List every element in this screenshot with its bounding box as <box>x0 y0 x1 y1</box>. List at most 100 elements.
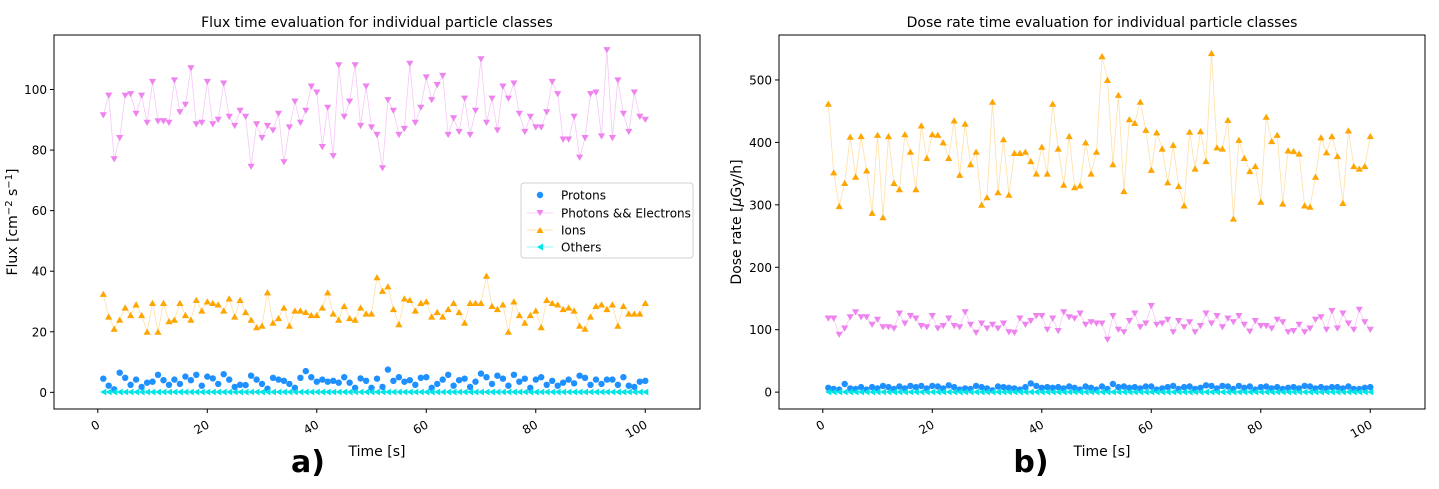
dose-point-ions <box>1240 154 1248 161</box>
flux-point-protons <box>384 366 392 373</box>
flux-point-others <box>510 388 517 396</box>
dose-point-protons <box>934 383 941 390</box>
dose-point-ions <box>1164 179 1172 186</box>
dose-point-others <box>836 388 843 396</box>
dose-point-ions <box>1038 143 1046 150</box>
dose-point-ions <box>1092 148 1101 155</box>
flux-point-photons-electrons <box>291 98 299 105</box>
dose-point-photons-electrons <box>917 323 925 330</box>
flux-point-photons-electrons <box>395 131 403 139</box>
flux-point-ions <box>132 301 140 308</box>
dose-point-photons-electrons <box>1147 303 1155 310</box>
flux-point-photons-electrons <box>318 144 326 151</box>
flux-point-others <box>258 388 265 396</box>
flux-point-others <box>368 388 375 396</box>
flux-point-others <box>324 388 331 396</box>
flux-point-protons <box>412 381 419 388</box>
dose-point-ions <box>1071 184 1079 191</box>
dose-point-others <box>1016 388 1023 396</box>
flux-point-others <box>231 388 238 396</box>
dose-point-photons-electrons <box>1191 329 1199 336</box>
dose-line-ions <box>827 53 1371 219</box>
flux-point-protons <box>505 382 512 389</box>
dose-point-photons-electrons <box>1092 320 1101 327</box>
flux-point-ions <box>121 304 129 311</box>
dose-point-photons-electrons <box>1098 320 1106 327</box>
flux-point-protons <box>461 375 468 382</box>
flux-point-ions <box>138 311 146 319</box>
flux-point-protons <box>603 376 611 383</box>
dose-point-others <box>1208 388 1215 396</box>
dose-point-protons <box>1098 383 1106 390</box>
flux-point-protons <box>132 376 140 383</box>
dose-point-photons-electrons <box>978 320 986 327</box>
dose-point-photons-electrons <box>1049 315 1057 322</box>
flux-point-photons-electrons <box>143 119 151 126</box>
dose-point-photons-electrons <box>1153 321 1161 328</box>
dose-point-ions <box>857 132 865 140</box>
flux-point-photons-electrons <box>471 107 480 114</box>
dose-point-photons-electrons <box>852 309 860 316</box>
dose-point-photons-electrons <box>1355 306 1363 313</box>
dose-point-protons <box>1066 383 1073 390</box>
dose-chart-title: Dose rate time evaluation for individual… <box>907 15 1298 31</box>
flux-point-photons-electrons <box>203 78 211 86</box>
flux-point-photons-electrons <box>488 95 496 102</box>
flux-point-protons <box>390 377 397 384</box>
flux-point-protons <box>335 379 342 386</box>
flux-point-others <box>215 388 222 396</box>
dose-point-others <box>825 388 832 396</box>
dose-point-photons-electrons <box>1273 316 1281 323</box>
dose-point-others <box>1186 388 1193 396</box>
flux-point-ions <box>198 307 206 314</box>
dose-point-others <box>1191 388 1199 396</box>
dose-point-photons-electrons <box>895 310 903 317</box>
flux-point-protons <box>631 383 638 391</box>
flux-point-photons-electrons <box>231 122 239 130</box>
flux-point-ions <box>641 299 649 306</box>
dose-point-others <box>1301 388 1308 396</box>
flux-chart: Flux time evaluation for individual part… <box>4 15 701 480</box>
dose-point-protons <box>1257 383 1265 391</box>
flux-point-photons-electrons <box>313 89 321 96</box>
flux-point-ions <box>565 304 573 311</box>
dose-point-ions <box>945 154 953 161</box>
dose-point-others <box>1279 388 1286 396</box>
flux-point-protons <box>450 382 457 389</box>
flux-point-ions <box>630 310 638 317</box>
flux-point-others <box>116 388 123 396</box>
flux-point-photons-electrons <box>559 136 567 143</box>
dose-point-protons <box>1290 383 1297 391</box>
flux-series-others <box>100 388 649 396</box>
flux-point-ions <box>247 316 255 323</box>
dose-point-others <box>1334 388 1341 396</box>
dose-point-protons <box>1345 383 1352 390</box>
dose-point-photons-electrons <box>1071 315 1079 322</box>
dose-point-others <box>1049 388 1056 396</box>
flux-point-ions <box>280 304 288 311</box>
flux-point-ions <box>176 299 184 306</box>
dose-point-others <box>1055 388 1062 396</box>
flux-point-ions <box>477 299 485 306</box>
dose-point-photons-electrons <box>1060 309 1068 316</box>
dose-point-photons-electrons <box>1114 326 1122 333</box>
dose-point-ions <box>1076 182 1084 189</box>
flux-point-protons <box>587 381 594 388</box>
flux-point-others <box>280 388 287 396</box>
flux-point-protons <box>598 380 605 388</box>
dose-point-others <box>912 388 919 396</box>
flux-point-others <box>291 388 298 396</box>
flux-point-photons-electrons <box>455 128 463 136</box>
dose-point-ions <box>912 186 920 193</box>
flux-point-photons-electrons <box>504 95 512 102</box>
dose-point-others <box>1098 388 1105 396</box>
dose-point-ions <box>967 161 975 168</box>
flux-point-photons-electrons <box>493 127 501 134</box>
flux-point-protons <box>176 380 184 388</box>
dose-point-others <box>1076 388 1084 396</box>
flux-point-protons <box>171 376 178 383</box>
flux-point-photons-electrons <box>554 91 562 98</box>
dose-point-ions <box>1142 126 1150 133</box>
flux-point-photons-electrons <box>335 62 343 69</box>
dose-point-ions <box>1027 157 1035 165</box>
